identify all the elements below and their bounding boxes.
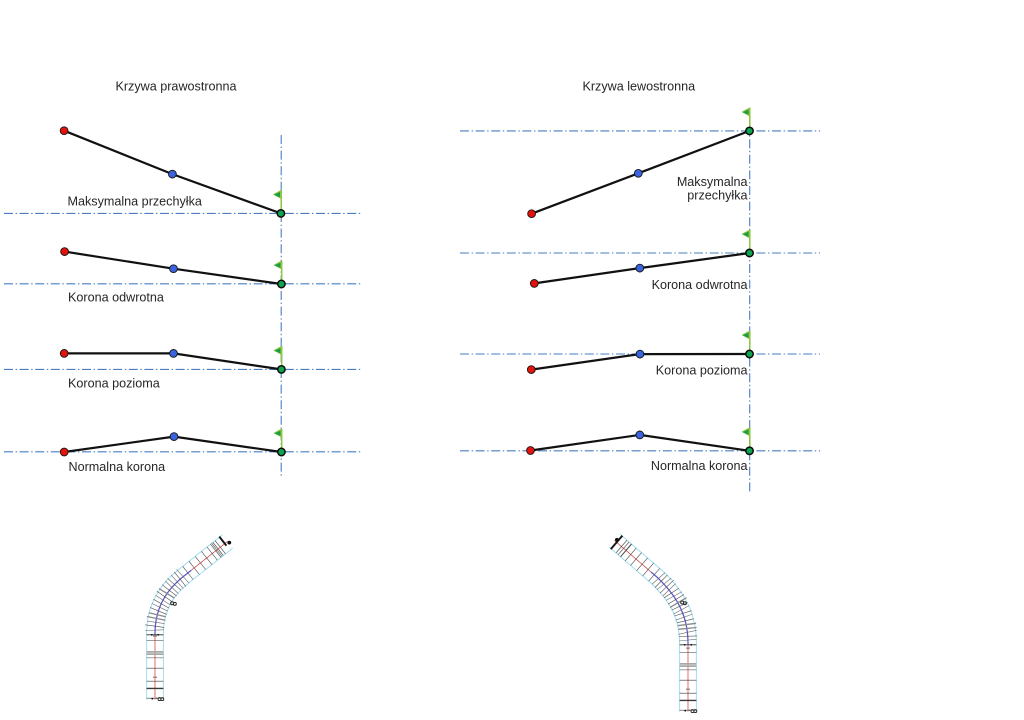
svg-text:przechyłka: przechyłka bbox=[687, 189, 747, 203]
svg-text:Maksymalna: Maksymalna bbox=[677, 175, 748, 189]
svg-text:Krzywa prawostronna: Krzywa prawostronna bbox=[115, 80, 236, 94]
svg-text:Maksymalna przechyłka: Maksymalna przechyłka bbox=[68, 195, 202, 209]
svg-text:Normalna korona: Normalna korona bbox=[651, 459, 748, 473]
svg-text:Krzywa lewostronna: Krzywa lewostronna bbox=[582, 80, 695, 94]
svg-text:Normalna korona: Normalna korona bbox=[69, 460, 166, 474]
svg-text:Korona pozioma: Korona pozioma bbox=[656, 363, 748, 377]
svg-text:Korona odwrotna: Korona odwrotna bbox=[68, 290, 164, 304]
svg-text:Korona odwrotna: Korona odwrotna bbox=[652, 278, 748, 292]
svg-text:Korona pozioma: Korona pozioma bbox=[68, 377, 160, 391]
